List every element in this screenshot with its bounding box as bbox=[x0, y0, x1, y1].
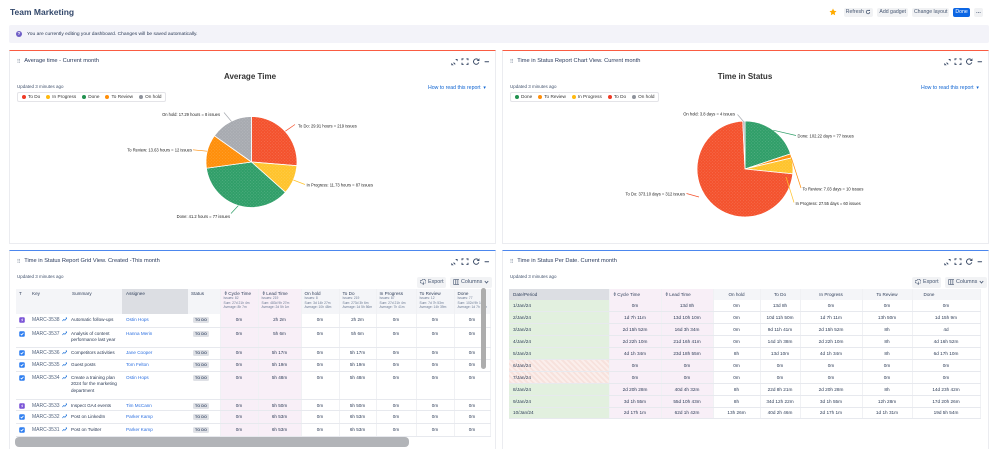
svg-text:To Review: 7.03 days = 10 issu: To Review: 7.03 days = 10 issues bbox=[803, 187, 864, 192]
svg-text:On hold: 3.8 days = 4 issues: On hold: 3.8 days = 4 issues bbox=[683, 112, 735, 117]
svg-text:On hold: 17.29 hours = 8 issue: On hold: 17.29 hours = 8 issues bbox=[162, 112, 220, 117]
svg-text:To Review: 13.63 hours = 12 is: To Review: 13.63 hours = 12 issues bbox=[127, 148, 192, 153]
svg-text:Done: 102.22 days = 77 issues: Done: 102.22 days = 77 issues bbox=[798, 134, 854, 139]
svg-text:In Progress: 11.73 hours = 87: In Progress: 11.73 hours = 87 issues bbox=[307, 183, 374, 188]
svg-text:Done: 41.2 hours = 77 issues: Done: 41.2 hours = 77 issues bbox=[177, 214, 230, 219]
svg-text:In Progress: 27.55 days = 60 i: In Progress: 27.55 days = 60 issues bbox=[796, 201, 861, 206]
svg-text:To Do: 373.10 days = 312 issue: To Do: 373.10 days = 312 issues bbox=[625, 192, 685, 197]
svg-text:To Do: 29.91 hours = 219 issue: To Do: 29.91 hours = 219 issues bbox=[298, 124, 357, 129]
